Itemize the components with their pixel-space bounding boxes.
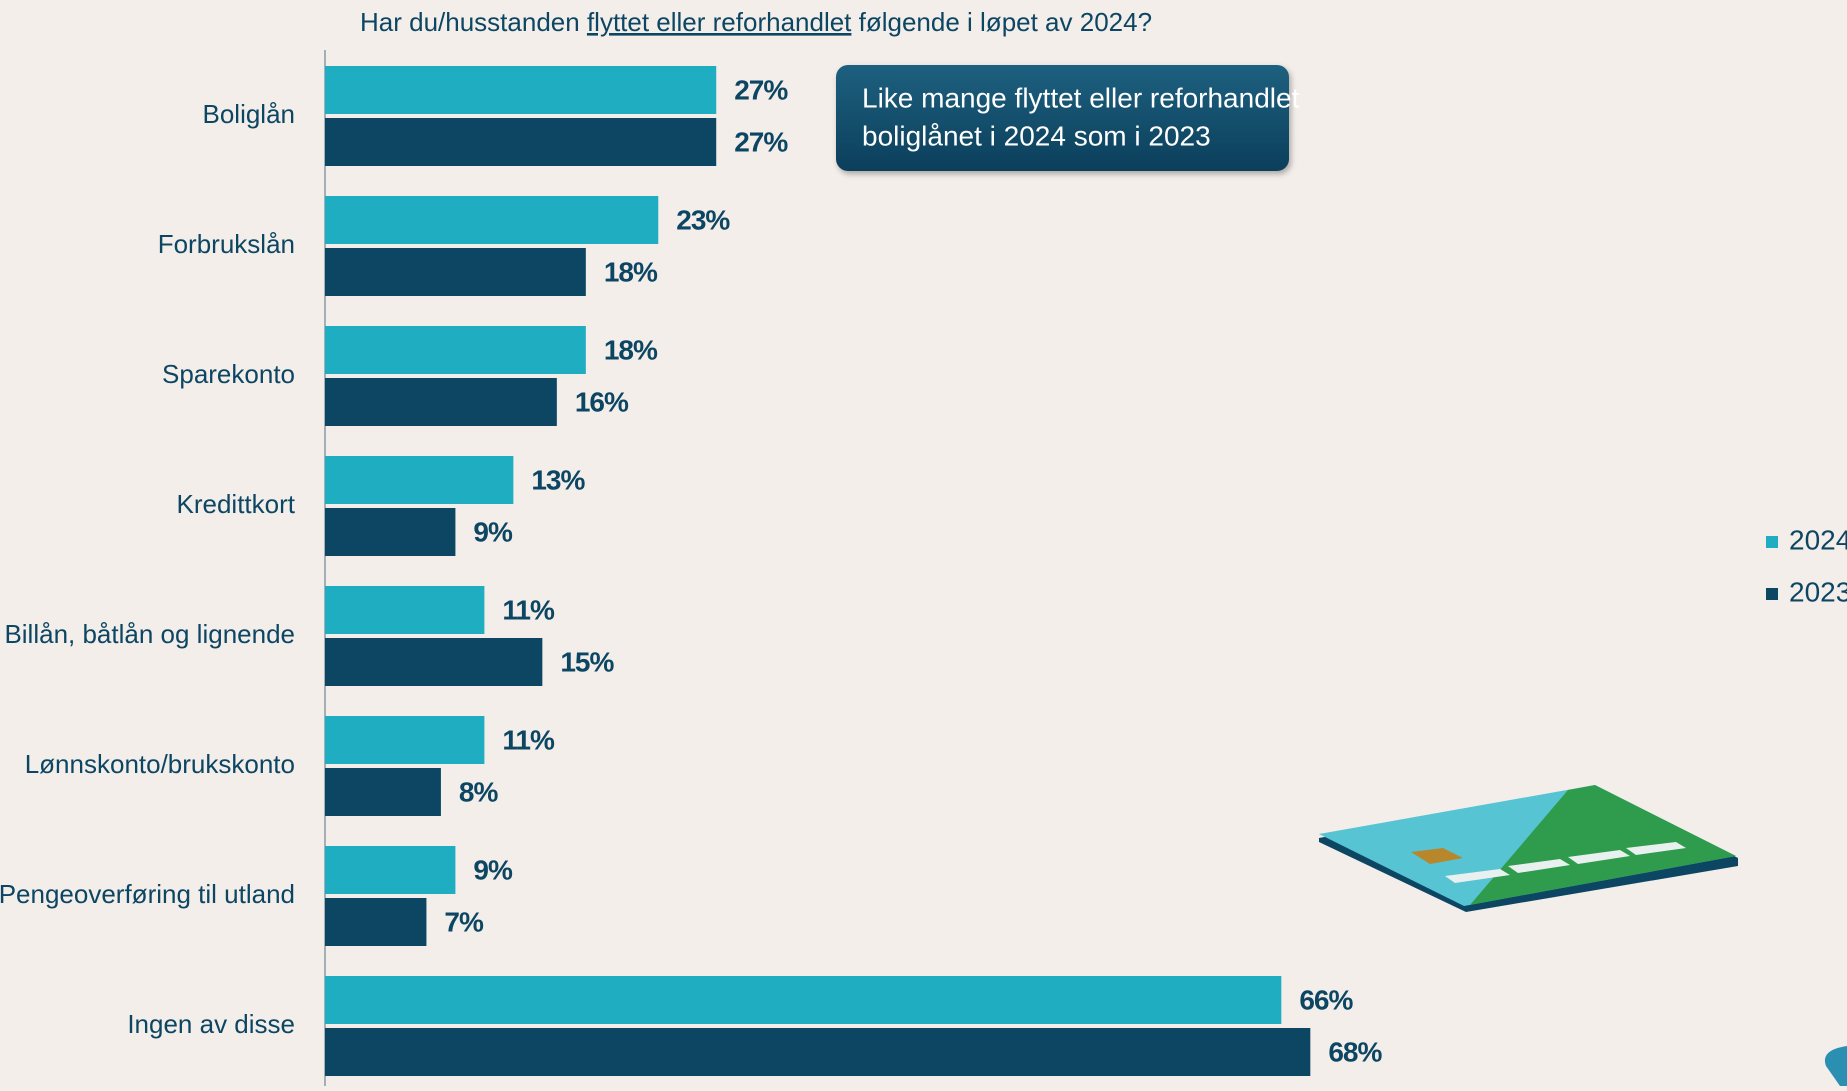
value-label: 8% [459, 776, 499, 807]
title-part: Har du/husstanden [360, 7, 587, 37]
value-label: 9% [473, 516, 513, 547]
category-label: Forbrukslån [158, 229, 295, 259]
bar [325, 898, 427, 946]
title-part: følgende i løpet av 2024? [851, 7, 1152, 37]
bar [325, 768, 441, 816]
bar [325, 378, 557, 426]
value-label: 11% [502, 724, 555, 755]
bar [325, 456, 514, 504]
value-label: 16% [575, 386, 629, 417]
legend-swatch [1766, 536, 1778, 548]
title-part: flyttet eller reforhandlet [587, 7, 852, 37]
bar [325, 716, 485, 764]
category-label: Billån, båtlån og lignende [4, 619, 295, 649]
value-label: 13% [531, 464, 585, 495]
bar [325, 846, 456, 894]
value-label: 15% [560, 646, 614, 677]
category-label: Pengeoverføring til utland [0, 879, 295, 909]
bar [325, 508, 456, 556]
legend-label: 2024 [1789, 524, 1847, 555]
value-label: 27% [734, 74, 788, 105]
bar [325, 248, 586, 296]
bar [325, 326, 586, 374]
value-label: 11% [502, 594, 555, 625]
bar [325, 638, 543, 686]
legend-label: 2023 [1789, 576, 1847, 607]
category-label: Ingen av disse [127, 1009, 295, 1039]
legend-swatch [1766, 588, 1778, 600]
category-label: Boliglån [202, 99, 295, 129]
card-illustration [1319, 785, 1738, 912]
annotation-line: Like mange flyttet eller reforhandlet [862, 82, 1300, 113]
value-label: 68% [1328, 1036, 1382, 1067]
value-label: 23% [676, 204, 730, 235]
chart-title: Har du/husstanden flyttet eller reforhan… [360, 7, 1152, 37]
value-label: 7% [444, 906, 484, 937]
value-label: 27% [734, 126, 788, 157]
annotation-line: boliglånet i 2024 som i 2023 [862, 120, 1211, 151]
value-label: 18% [604, 334, 658, 365]
value-label: 66% [1299, 984, 1353, 1015]
bar [325, 66, 717, 114]
bar [325, 586, 485, 634]
category-label: Lønnskonto/brukskonto [25, 749, 295, 779]
bar [325, 196, 659, 244]
value-label: 18% [604, 256, 658, 287]
category-label: Sparekonto [162, 359, 295, 389]
bar [325, 976, 1282, 1024]
decoration [1824, 1046, 1847, 1086]
category-label: Kredittkort [177, 489, 296, 519]
annotation-box [836, 65, 1289, 171]
value-label: 9% [473, 854, 513, 885]
bar [325, 118, 717, 166]
bar [325, 1028, 1311, 1076]
